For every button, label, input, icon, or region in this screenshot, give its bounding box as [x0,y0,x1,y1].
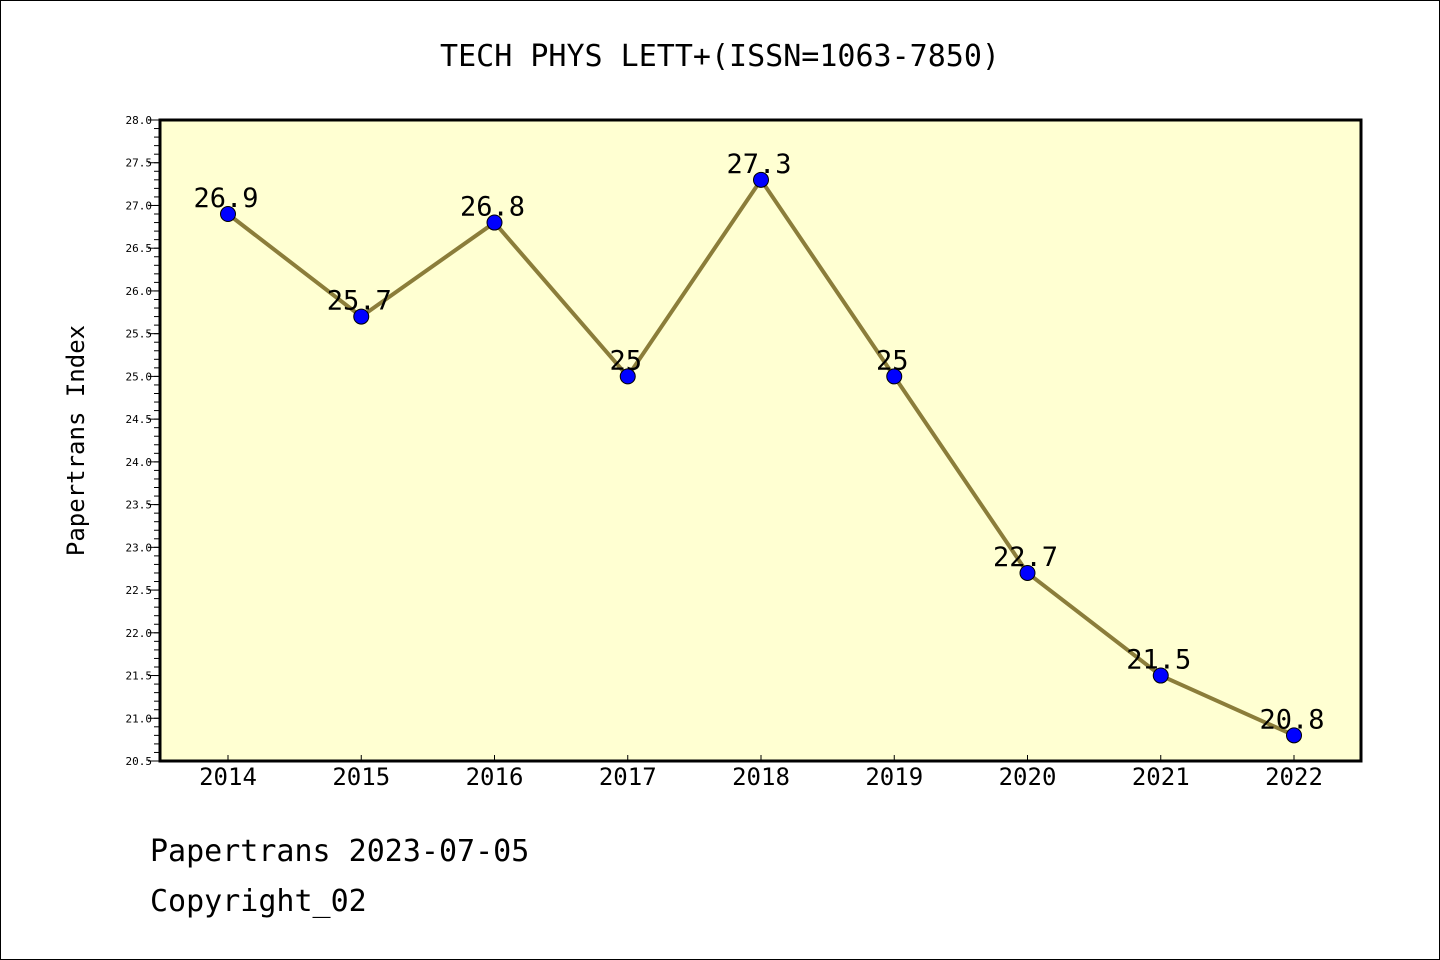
x-tick-label: 2015 [332,763,390,791]
data-label: 20.8 [1259,704,1324,735]
data-point [1286,727,1302,744]
data-point [619,368,636,385]
y-tick-label: 21.5 [126,670,153,683]
footer-date-text: Papertrans 2023-07-05 [150,834,530,869]
data-label: 21.5 [1126,645,1191,676]
y-axis-label: Papertrans Index [62,325,90,556]
y-tick-label: 26.5 [126,242,153,255]
footer-copyright-text: Copyright_02 [150,884,367,919]
data-label: 26.9 [193,183,258,214]
y-tick-label: 25.5 [126,328,153,341]
y-tick-label: 24.5 [126,413,153,426]
data-label: 26.8 [460,192,525,223]
data-label: 25 [876,345,909,376]
data-label: 27.3 [726,149,791,180]
x-tick-label: 2021 [1132,763,1190,791]
x-tick-label: 2022 [1265,763,1323,791]
data-label: 25 [609,345,642,376]
y-tick-label: 21.0 [126,712,153,725]
x-tick-label: 2016 [466,763,524,791]
y-tick-label: 26.0 [126,285,153,298]
plot-area [160,120,1361,761]
y-tick-label: 27.5 [126,157,153,170]
y-tick-label: 23.5 [126,499,153,512]
y-tick-label: 20.5 [126,755,153,768]
plot-frame [158,118,1363,763]
data-point [486,214,503,231]
data-point [1019,564,1036,581]
data-label: 25.7 [327,286,392,317]
y-tick-label: 27.0 [126,199,153,212]
data-point [886,368,903,385]
y-tick-label: 22.0 [126,627,153,640]
data-point [220,206,236,223]
x-tick-label: 2020 [999,763,1057,791]
y-tick-label: 22.5 [126,584,153,597]
data-point [753,171,769,188]
data-label: 22.7 [993,542,1058,573]
x-tick-label: 2017 [599,763,657,791]
x-tick-label: 2014 [199,763,257,791]
x-tick-label: 2019 [865,763,923,791]
data-point [353,308,370,325]
y-tick-label: 23.0 [126,541,153,554]
y-tick-label: 28.0 [126,114,153,127]
chart-title: TECH PHYS LETT+(ISSN=1063-7850) [440,39,1000,74]
data-point [1152,667,1169,684]
y-tick-label: 25.0 [126,370,153,383]
y-tick-label: 24.0 [126,456,153,469]
x-tick-label: 2018 [732,763,790,791]
